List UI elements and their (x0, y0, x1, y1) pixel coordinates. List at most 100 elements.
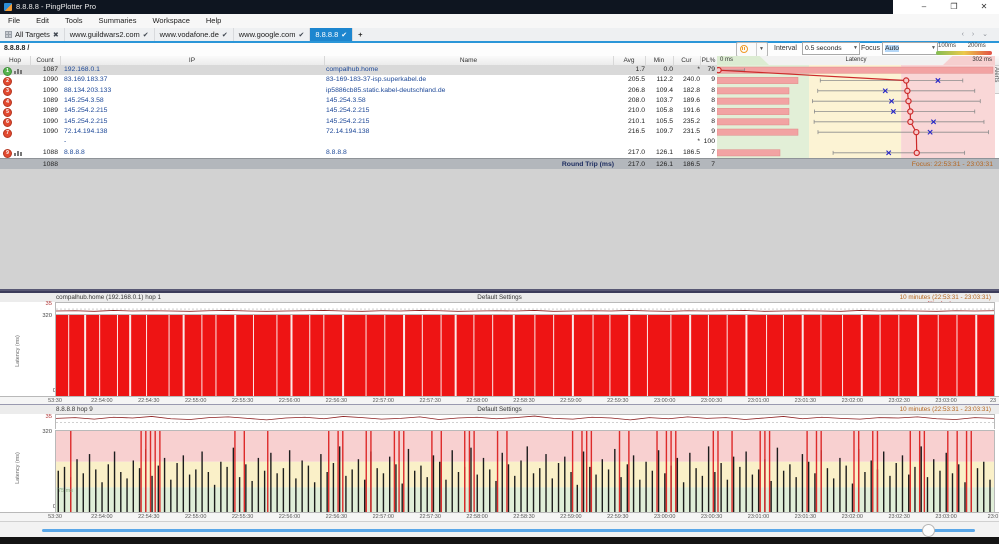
tab-scroll-arrows[interactable]: ‹ › ⌄ (962, 28, 991, 41)
scrollbar-track[interactable] (42, 529, 975, 532)
latency-gradient-bar (936, 51, 992, 55)
cell-count: 1090 (30, 127, 58, 137)
latency-summary-graph[interactable] (717, 65, 995, 158)
time-tick: 22:59:00 (551, 514, 591, 520)
menu-item-summaries[interactable]: Summaries (91, 14, 145, 28)
tab-8-8-8-8[interactable]: 8.8.8.8✔ (310, 28, 353, 41)
menu-item-edit[interactable]: Edit (28, 14, 57, 28)
cell-cur: 182.8 (673, 86, 700, 96)
tab-www-vodafone-de[interactable]: www.vodafone.de✔ (155, 28, 234, 41)
cell-cur: 191.6 (673, 106, 700, 116)
time-tick: 23:03:00 (926, 514, 966, 520)
time-tick: 23:01:00 (739, 514, 779, 520)
cell-ip: 192.168.0.1 (64, 65, 322, 75)
header-hop[interactable]: Hop (0, 56, 31, 65)
graph2-ymax: 320 (36, 429, 52, 435)
close-icon[interactable]: ✖ (53, 32, 59, 39)
header-avg[interactable]: Avg (613, 56, 646, 65)
hop-status-bad-icon: 5 (3, 108, 12, 117)
minimize-button[interactable]: – (909, 0, 939, 14)
cell-count: 1090 (30, 117, 58, 127)
cell-name: 145.254.2.215 (326, 106, 614, 116)
header-cur[interactable]: Cur (673, 56, 701, 65)
cell-min: 103.7 (645, 96, 673, 106)
header-min[interactable]: Min (645, 56, 674, 65)
new-tab-button[interactable]: + (353, 28, 367, 41)
cell-avg: 210.1 (613, 117, 645, 127)
header-pl[interactable]: PL% (700, 56, 718, 65)
scrollbar-thumb[interactable] (922, 524, 935, 537)
tab-label: www.google.com (239, 30, 296, 39)
maximize-button[interactable]: ❐ (939, 0, 969, 14)
cell-cur: 189.6 (673, 96, 700, 106)
time-tick: 22:58:30 (504, 514, 544, 520)
cell-name: 72.14.194.138 (326, 127, 614, 137)
tab-www-google-com[interactable]: www.google.com✔ (234, 28, 311, 41)
cell-count: 1089 (30, 106, 58, 116)
cell-pl: 8 (698, 96, 715, 106)
graph2-jitter-strip (55, 414, 995, 429)
history-graph-icon (14, 68, 23, 74)
tab-all-targets[interactable]: All Targets✖ (0, 28, 65, 41)
time-tick: 23:02:00 (832, 514, 872, 520)
cell-pl: 79 (698, 65, 715, 75)
pause-button[interactable]: ▼ (736, 42, 768, 57)
graph2-ymin: 0 (40, 504, 56, 510)
latency-scale-labels: 100ms 200ms (938, 43, 996, 49)
cell-cur: * (673, 65, 700, 75)
graph1-ymin: 0 (40, 388, 56, 394)
pause-dropdown-arrow[interactable]: ▼ (756, 43, 766, 56)
check-icon: ✔ (143, 32, 149, 39)
graph2-settings[interactable]: Default Settings (0, 405, 999, 414)
cell-ip: 83.169.183.37 (64, 75, 322, 85)
cell-pl: 9 (698, 127, 715, 137)
header-name[interactable]: Name (324, 56, 614, 65)
cell-min: 126.1 (645, 148, 673, 158)
graph2-timeline[interactable] (55, 430, 995, 513)
empty-panel (0, 169, 999, 291)
check-icon: ✔ (222, 32, 228, 39)
cell-avg: 206.8 (613, 86, 645, 96)
cell-avg (613, 137, 645, 147)
cell-cur: 186.5 (673, 148, 700, 158)
menu-item-tools[interactable]: Tools (57, 14, 91, 28)
tab-label: All Targets (15, 30, 50, 39)
time-tick: 22:55:00 (176, 514, 216, 520)
menu-item-file[interactable]: File (0, 14, 28, 28)
graph1-timeline[interactable] (55, 314, 995, 397)
chevron-down-icon: ▼ (853, 43, 858, 54)
legend-200ms: 200ms (968, 43, 986, 49)
time-tick: 23:01:30 (785, 514, 825, 520)
graph2-threshold-label: 75 ms (58, 488, 73, 494)
cell-pl: 8 (698, 86, 715, 96)
cell-name: 83-169-183-37-isp.superkabel.de (326, 75, 614, 85)
graph1-settings[interactable]: Default Settings (0, 293, 999, 302)
menu-item-workspace[interactable]: Workspace (144, 14, 197, 28)
focus-label: Focus (861, 45, 880, 52)
close-button[interactable]: ✕ (969, 0, 999, 14)
all-targets-icon (5, 31, 12, 38)
cell-ip: 88.134.203.133 (64, 86, 322, 96)
cell-pl: 100 (698, 137, 715, 147)
focus-select[interactable]: Auto▼ (882, 42, 938, 55)
cell-avg: 216.5 (613, 127, 645, 137)
cell-cur: 235.2 (673, 117, 700, 127)
cell-ip: - (64, 137, 322, 147)
cell-min (645, 137, 673, 147)
header-ip[interactable]: IP (60, 56, 325, 65)
graph1-jitter-strip (55, 302, 995, 314)
tab-www-guildwars2-com[interactable]: www.guildwars2.com✔ (65, 28, 155, 41)
timeline-scrollbar[interactable] (0, 521, 999, 538)
cell-name: 8.8.8.8 (326, 148, 614, 158)
graph2-time-range[interactable]: 10 minutes (22:53:31 - 23:03:31) (900, 405, 991, 414)
time-tick: 23:0 (973, 514, 999, 520)
cell-min: 109.4 (645, 86, 673, 96)
cell-ip: 8.8.8.8 (64, 148, 322, 158)
time-tick: 22:57:00 (363, 514, 403, 520)
time-tick: 22:56:00 (270, 514, 310, 520)
header-count[interactable]: Count (30, 56, 61, 65)
latency-title: Latency (769, 56, 943, 65)
menu-item-help[interactable]: Help (198, 14, 229, 28)
interval-select[interactable]: 0.5 seconds▼ (802, 42, 860, 55)
cell-min: 0.0 (645, 65, 673, 75)
